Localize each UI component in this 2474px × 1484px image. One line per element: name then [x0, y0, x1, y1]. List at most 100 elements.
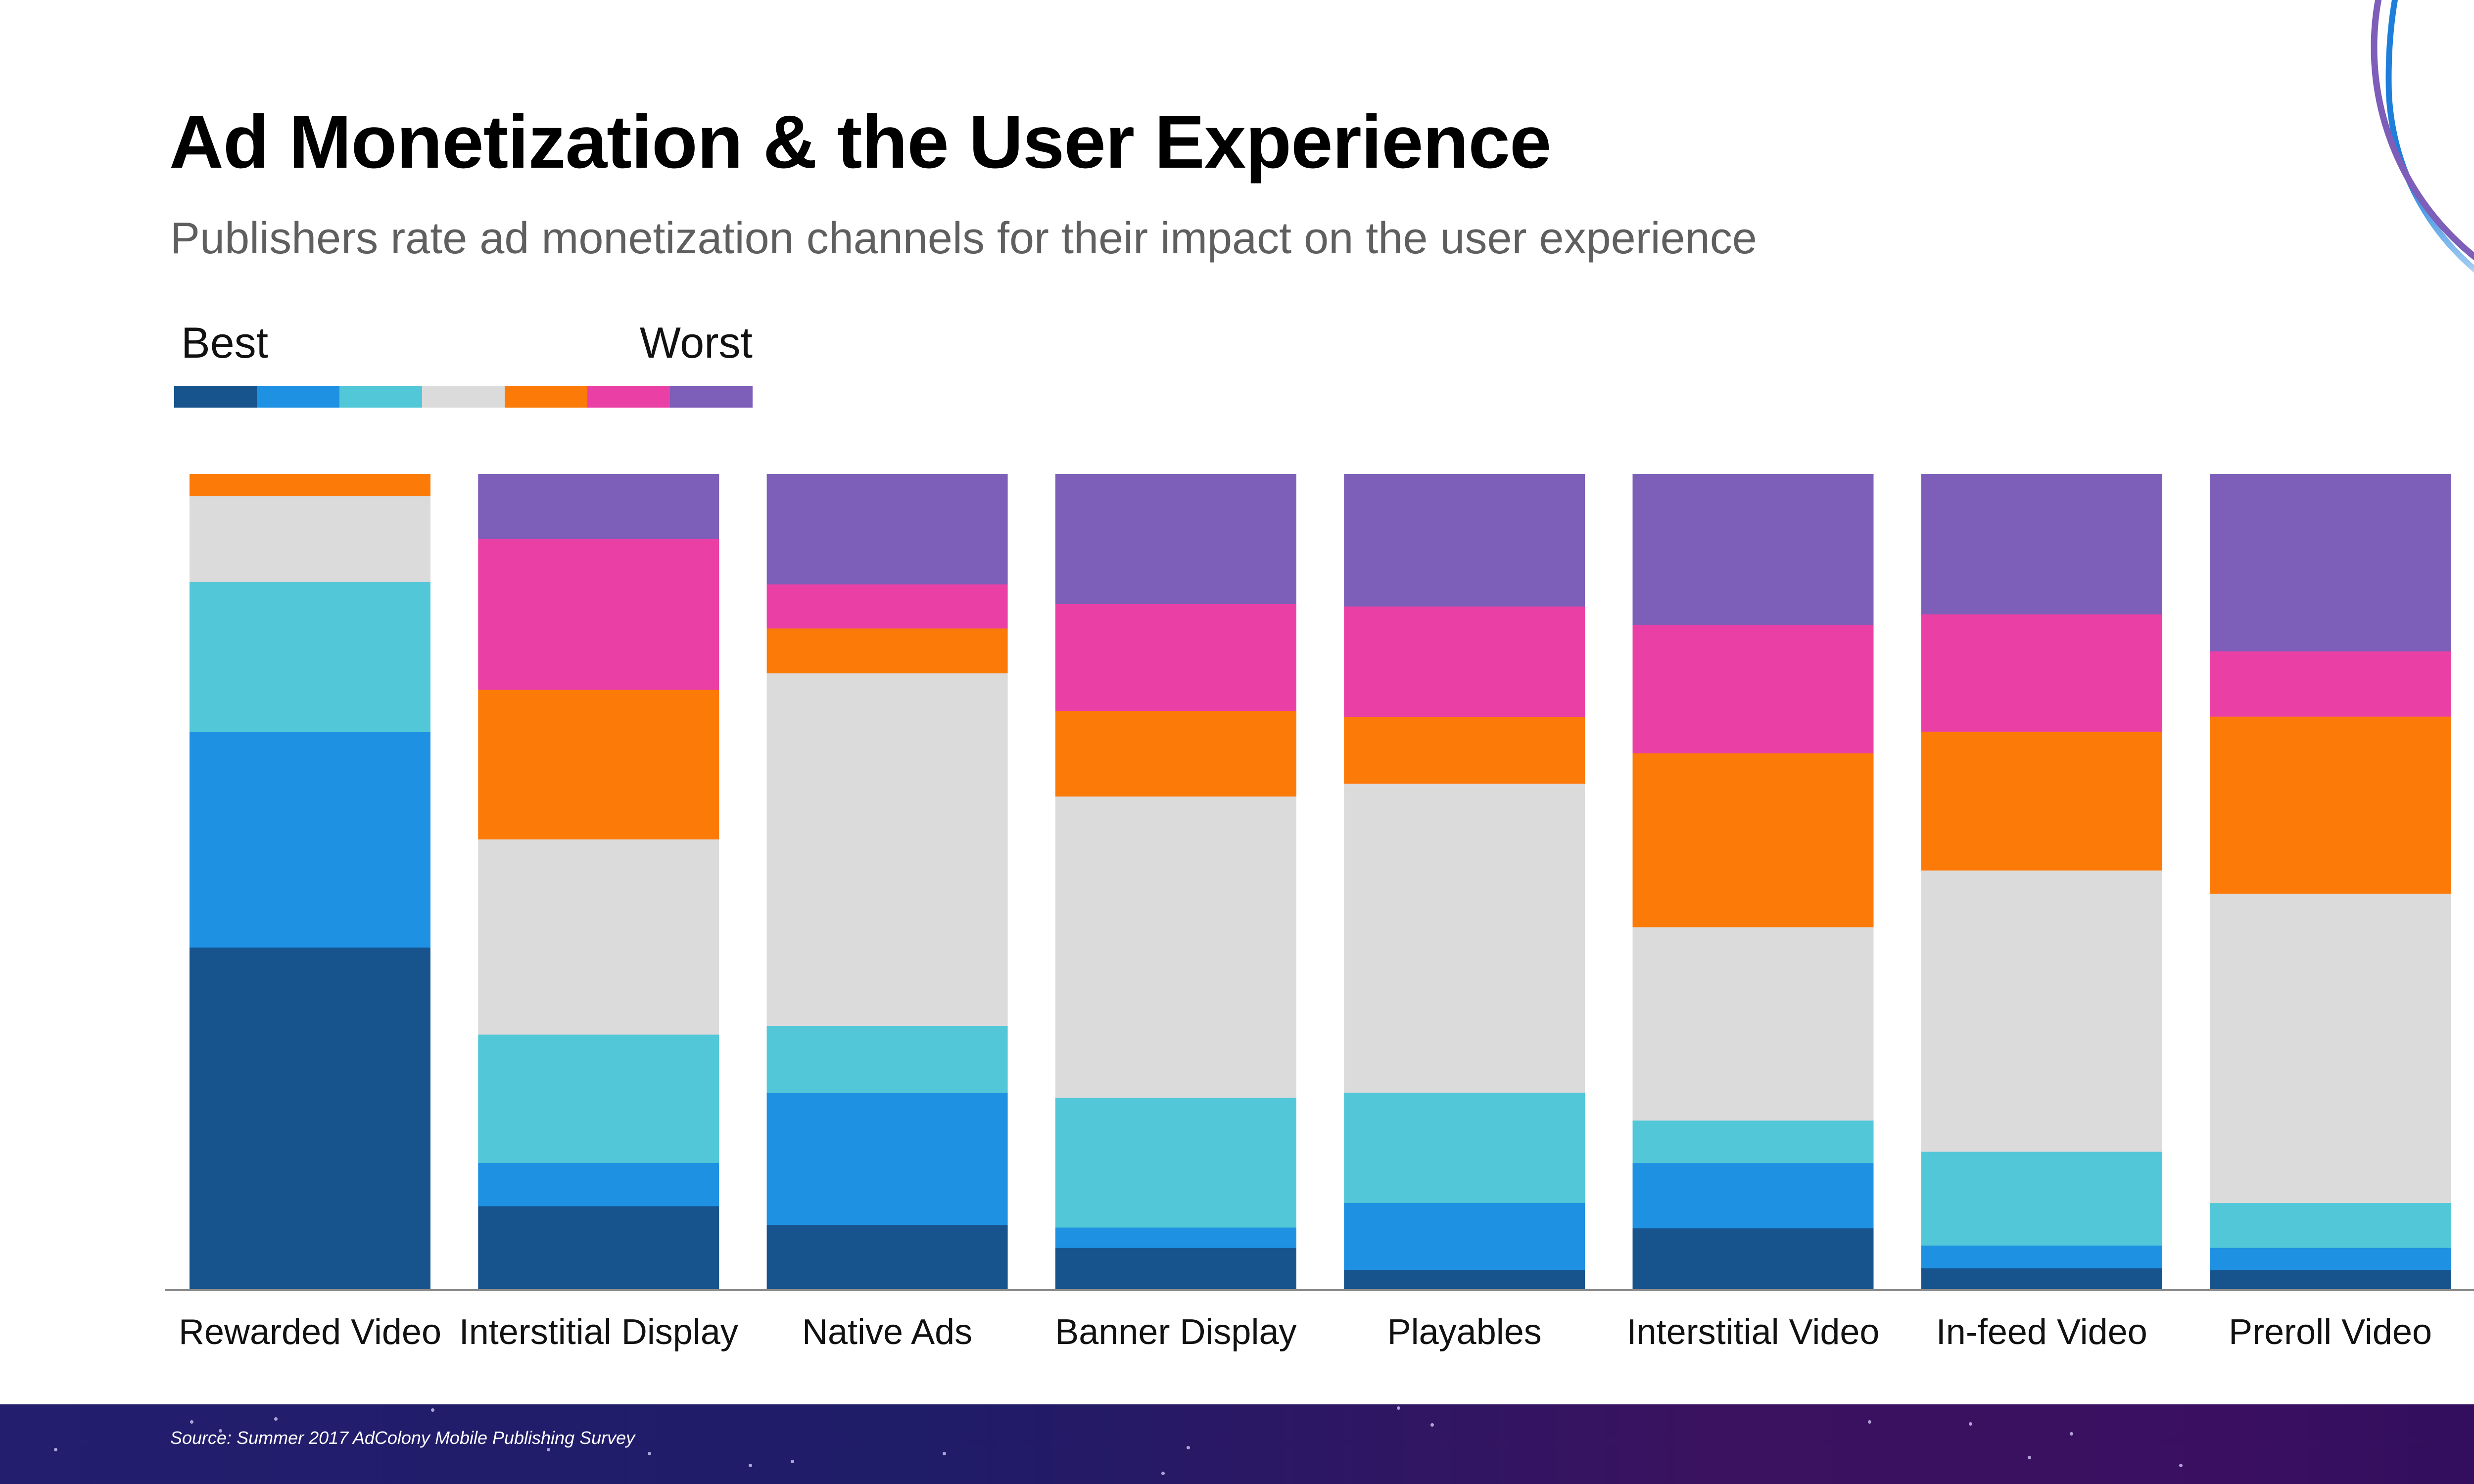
bar-segment-rating-7 — [478, 474, 719, 539]
bar-segment-rating-6 — [478, 538, 719, 690]
x-tick-label: In-feed Video — [1936, 1312, 2147, 1352]
logo-ring-purple — [2371, 0, 2474, 261]
bar-segment-rating-3 — [1632, 1120, 1874, 1163]
x-tick-label: Interstitial Video — [1626, 1312, 1880, 1352]
bar-segment-rating-4 — [190, 496, 430, 582]
bar-segment-rating-1 — [190, 947, 430, 1291]
star-dot — [274, 1417, 278, 1421]
rating-legend: Best Worst — [174, 317, 753, 411]
star-dot — [1186, 1446, 1190, 1449]
bar-segment-rating-6 — [2210, 651, 2451, 717]
star-dot — [942, 1452, 946, 1455]
bar-segment-rating-4 — [2210, 893, 2451, 1204]
star-dot — [1430, 1423, 1434, 1427]
bar-segment-rating-5 — [1921, 731, 2162, 871]
bar-segment-rating-3 — [478, 1034, 719, 1163]
bar-segment-rating-3 — [2210, 1203, 2451, 1248]
bar-segment-rating-1 — [766, 1225, 1008, 1291]
bar-segment-rating-5 — [766, 628, 1008, 674]
bar-segment-rating-5 — [1632, 753, 1874, 928]
bar-segment-rating-2 — [478, 1162, 719, 1206]
bar-segment-rating-1 — [2210, 1269, 2451, 1291]
bar-stack-preroll-video — [2210, 474, 2451, 1291]
star-dot — [547, 1448, 551, 1451]
star-dot — [2028, 1456, 2032, 1459]
star-dot — [791, 1460, 795, 1463]
bar-segment-rating-4 — [766, 673, 1008, 1026]
star-dot — [749, 1464, 753, 1467]
page-title: Ad Monetization & the User Experience — [169, 100, 1551, 184]
bar-segment-rating-2 — [1055, 1227, 1296, 1248]
footer-band: Source: Summer 2017 AdColony Mobile Publ… — [0, 1404, 2474, 1484]
bar-segment-rating-2 — [1921, 1245, 2162, 1269]
source-citation: Source: Summer 2017 AdColony Mobile Publ… — [170, 1428, 635, 1448]
bar-stack-in-feed-video — [1921, 474, 2162, 1291]
star-dot — [1969, 1422, 1973, 1426]
bar-segment-rating-5 — [1055, 710, 1296, 797]
bar-stack-rewarded-video — [190, 474, 430, 1291]
legend-best-label: Best — [181, 318, 269, 367]
bar-segment-rating-3 — [190, 581, 430, 732]
bar-segment-rating-4 — [1344, 784, 1585, 1093]
bar-segment-rating-5 — [190, 474, 430, 497]
bar-segment-rating-6 — [1632, 625, 1874, 753]
bar-segment-rating-3 — [766, 1025, 1008, 1093]
bar-segment-rating-4 — [478, 839, 719, 1035]
legend-swatch-2 — [257, 386, 339, 408]
bar-segment-rating-6 — [766, 584, 1008, 629]
bar-stack-native-ads — [766, 474, 1008, 1291]
star-dot — [2070, 1432, 2074, 1436]
bar-segment-rating-5 — [1344, 716, 1585, 784]
bar-segment-rating-4 — [1055, 796, 1296, 1098]
bar-segment-rating-3 — [1921, 1151, 2162, 1246]
bar-segment-rating-3 — [1344, 1092, 1585, 1203]
star-dot — [430, 1408, 434, 1412]
x-tick-label: Playables — [1387, 1312, 1542, 1352]
bar-segment-rating-7 — [2210, 474, 2451, 651]
legend-swatch-7 — [670, 386, 753, 408]
bar-segment-rating-2 — [766, 1092, 1008, 1225]
bar-segment-rating-7 — [1921, 474, 2162, 615]
bar-segment-rating-2 — [2210, 1248, 2451, 1270]
bar-stack-interstitial-video — [1632, 474, 1874, 1291]
star-dot — [1396, 1406, 1400, 1410]
adcolony-logo — [2371, 0, 2474, 273]
bar-segment-rating-7 — [1632, 474, 1874, 625]
legend-color-scale — [174, 386, 753, 408]
bar-segment-rating-5 — [2210, 716, 2451, 894]
legend-swatch-6 — [587, 386, 670, 408]
bar-segment-rating-2 — [1344, 1203, 1585, 1270]
legend-swatch-5 — [505, 386, 587, 408]
bars-layer — [190, 474, 2451, 1291]
star-dot — [648, 1452, 652, 1455]
bar-segment-rating-7 — [766, 474, 1008, 585]
bar-segment-rating-7 — [1344, 474, 1585, 607]
bar-segment-rating-6 — [1055, 603, 1296, 711]
legend-swatch-1 — [174, 386, 257, 408]
bar-segment-rating-7 — [1055, 474, 1296, 604]
bar-segment-rating-1 — [1055, 1248, 1296, 1291]
bar-stack-banner-display — [1055, 474, 1296, 1291]
star-dot — [219, 1429, 223, 1433]
bar-segment-rating-1 — [478, 1206, 719, 1291]
bar-segment-rating-2 — [1632, 1162, 1874, 1229]
x-tick-label: Native Ads — [802, 1312, 973, 1352]
x-tick-label: Rewarded Video — [178, 1312, 442, 1352]
bar-segment-rating-1 — [1921, 1268, 2162, 1291]
page-subtitle: Publishers rate ad monetization channels… — [170, 214, 1757, 263]
bar-segment-rating-1 — [1632, 1228, 1874, 1291]
bar-segment-rating-4 — [1921, 870, 2162, 1152]
star-dot — [1161, 1472, 1165, 1475]
legend-swatch-4 — [422, 386, 505, 408]
star-dot — [190, 1420, 194, 1424]
bar-segment-rating-6 — [1344, 606, 1585, 717]
x-tick-label: Preroll Video — [2229, 1312, 2432, 1352]
bar-segment-rating-4 — [1632, 927, 1874, 1121]
bar-segment-rating-6 — [1921, 614, 2162, 732]
bar-segment-rating-1 — [1344, 1269, 1585, 1291]
bar-segment-rating-5 — [478, 690, 719, 839]
legend-worst-label: Worst — [639, 318, 753, 367]
star-dot — [53, 1448, 57, 1451]
bar-segment-rating-3 — [1055, 1097, 1296, 1228]
